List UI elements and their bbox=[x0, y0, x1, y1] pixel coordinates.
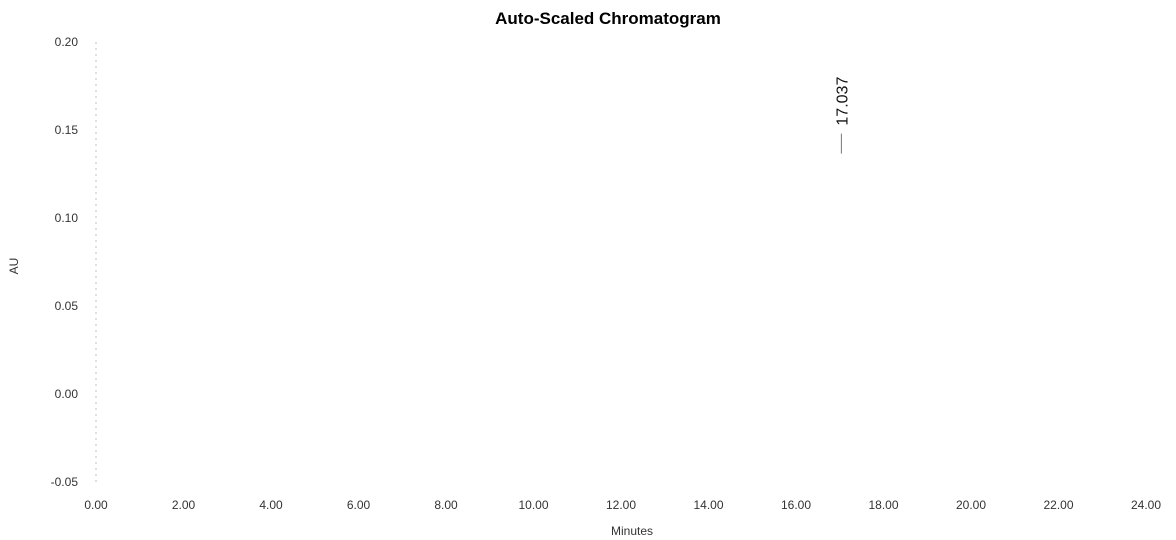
x-tick-label: 10.00 bbox=[518, 498, 548, 512]
x-tick-label: 20.00 bbox=[956, 498, 986, 512]
y-tick-label: 0.10 bbox=[55, 211, 79, 225]
y-tick-label: 0.15 bbox=[55, 123, 79, 137]
x-tick-label: 6.00 bbox=[347, 498, 371, 512]
x-tick-label: 24.00 bbox=[1131, 498, 1161, 512]
peak-label: 17.037 bbox=[834, 77, 851, 126]
chart-title: Auto-Scaled Chromatogram bbox=[495, 9, 721, 28]
y-tick-label: 0.20 bbox=[55, 35, 79, 49]
peak-annotations: 17.037 bbox=[834, 77, 851, 154]
x-tick-label: 0.00 bbox=[84, 498, 108, 512]
x-tick-label: 12.00 bbox=[606, 498, 636, 512]
x-tick-label: 2.00 bbox=[172, 498, 196, 512]
x-tick-label: 14.00 bbox=[693, 498, 723, 512]
y-tick-label: -0.05 bbox=[51, 475, 79, 489]
y-tick-label: 0.05 bbox=[55, 299, 79, 313]
x-tick-label: 22.00 bbox=[1043, 498, 1073, 512]
x-tick-label: 18.00 bbox=[868, 498, 898, 512]
x-tick-labels: 0.00 2.00 4.00 6.00 8.00 10.00 12.00 14.00 16.00… bbox=[84, 498, 1161, 512]
x-tick-label: 4.00 bbox=[259, 498, 283, 512]
y-tick-label: 0.00 bbox=[55, 387, 79, 401]
y-axis-label: AU bbox=[7, 258, 21, 275]
x-tick-label: 16.00 bbox=[781, 498, 811, 512]
x-axis-label: Minutes bbox=[611, 524, 653, 538]
x-tick-label: 8.00 bbox=[434, 498, 458, 512]
y-tick-labels: 0.20 0.15 0.10 0.05 0.00 -0.05 bbox=[51, 35, 79, 489]
